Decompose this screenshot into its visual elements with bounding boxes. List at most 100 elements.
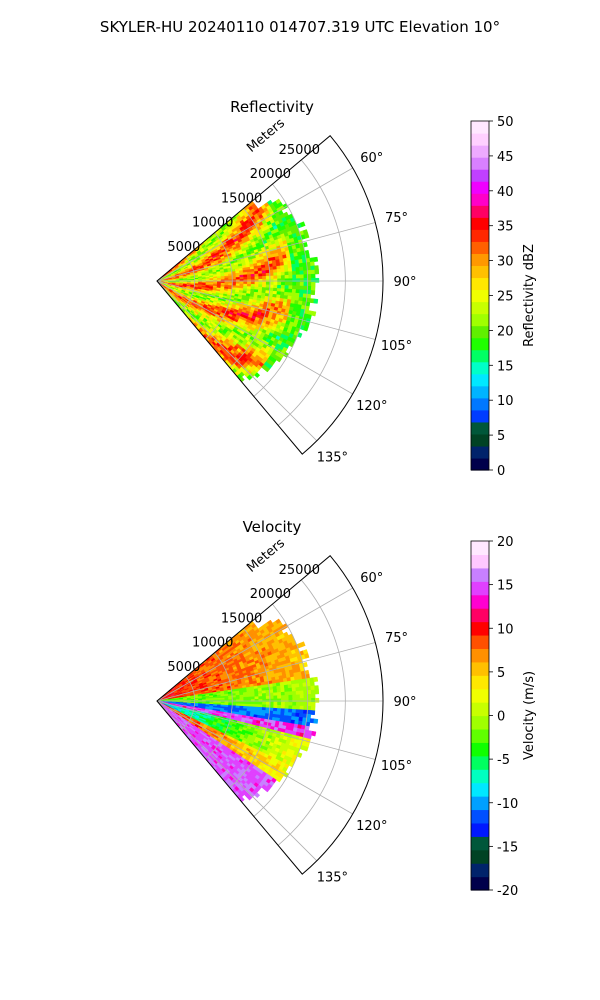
radar-gate xyxy=(291,263,296,269)
radar-gate xyxy=(261,693,267,697)
azimuth-tick-label: 60° xyxy=(360,571,383,586)
radar-gate xyxy=(276,356,282,363)
colorbar-swatch xyxy=(471,567,489,582)
radar-gate xyxy=(284,281,290,286)
radar-gate xyxy=(273,698,278,703)
range-ring xyxy=(229,208,271,368)
range-tick-label: 25000 xyxy=(279,143,320,158)
radar-gate xyxy=(295,267,301,272)
radar-gate xyxy=(216,697,222,701)
radar-gate xyxy=(262,695,267,700)
radar-data-field xyxy=(156,198,320,383)
radar-gate xyxy=(247,701,252,705)
azimuth-tick-label: 75° xyxy=(385,631,408,646)
polar-axes-frame xyxy=(156,135,384,455)
radar-gate xyxy=(254,701,259,705)
radar-gate xyxy=(288,278,293,283)
radar-gate xyxy=(284,268,289,273)
radar-gate xyxy=(299,641,306,648)
polar-grid xyxy=(156,159,383,442)
radar-gate xyxy=(277,704,282,709)
radar-gate xyxy=(310,261,315,267)
radar-gate xyxy=(280,285,286,290)
radar-gate xyxy=(296,278,301,283)
radar-gate xyxy=(299,221,306,228)
radar-gate xyxy=(243,276,248,280)
radar-gate xyxy=(262,698,267,703)
radar-gate xyxy=(288,285,293,290)
colorbar-swatch xyxy=(471,457,489,471)
radar-gate xyxy=(280,695,286,700)
radar-gate xyxy=(269,692,274,697)
radar-gate xyxy=(287,267,293,273)
colorbar-swatch xyxy=(471,445,489,459)
radar-gate xyxy=(310,710,316,716)
colorbar-tick-label: 0 xyxy=(497,710,505,725)
colorbar-swatch xyxy=(471,621,489,636)
radar-gate xyxy=(284,278,290,283)
radar-gate xyxy=(262,275,267,280)
radar-gate xyxy=(310,681,315,687)
radar-gate xyxy=(299,266,304,272)
radar-gate xyxy=(291,687,297,692)
radar-gate xyxy=(310,269,316,275)
colorbar-swatch xyxy=(471,289,489,303)
radar-gate xyxy=(295,292,300,298)
radar-gate xyxy=(280,281,286,286)
radar-gate xyxy=(277,701,282,706)
radar-gate xyxy=(299,694,305,699)
radar-gate xyxy=(295,690,301,696)
radar-gate xyxy=(261,690,267,694)
radar-gate xyxy=(303,278,308,283)
radar-gate xyxy=(311,702,316,707)
range-tick-label: 15000 xyxy=(221,611,262,626)
radar-gate xyxy=(303,702,308,707)
radar-gate xyxy=(307,274,312,279)
radar-gate xyxy=(314,689,320,695)
azimuth-tick-label: 135° xyxy=(317,450,348,465)
radar-gate xyxy=(276,268,282,273)
colorbar-swatch xyxy=(471,253,489,267)
radar-gate xyxy=(311,730,317,737)
colorbar-tick-label: -15 xyxy=(497,840,518,855)
radar-gate xyxy=(258,704,263,708)
range-tick-label: 15000 xyxy=(221,191,262,206)
radar-gate xyxy=(295,705,301,710)
colorbar-swatch xyxy=(471,349,489,363)
radar-gate xyxy=(314,277,320,283)
colorbar-swatch xyxy=(471,337,489,351)
radar-gate xyxy=(292,698,297,703)
radar-gate xyxy=(288,701,293,706)
colorbar-swatch xyxy=(471,715,489,730)
radar-gate xyxy=(280,701,286,706)
radar-gate xyxy=(310,689,316,695)
radar-gate xyxy=(287,687,293,693)
radar-gate xyxy=(295,263,300,268)
radar-gate xyxy=(269,275,274,280)
radar-gate xyxy=(269,704,274,709)
radar-gate xyxy=(291,712,297,718)
radar-gate xyxy=(284,285,290,290)
radar-gate xyxy=(276,692,282,696)
radar-gate xyxy=(264,366,271,373)
radar-gate xyxy=(265,272,271,277)
radar-gate xyxy=(280,268,286,273)
radar-gate xyxy=(310,290,316,296)
radar-gate xyxy=(288,694,293,699)
radar-gate xyxy=(276,288,282,293)
radar-gate xyxy=(273,701,278,706)
radar-gate xyxy=(243,696,248,700)
radar-gate xyxy=(258,273,263,277)
radar-gate xyxy=(265,695,271,700)
radar-gate xyxy=(292,271,297,276)
radar-gate xyxy=(280,688,286,693)
radar-gate xyxy=(224,697,229,701)
reflectivity-panel: Reflectivity60°75°90°105°120°135°5000100… xyxy=(156,98,537,479)
radar-gate xyxy=(273,281,278,286)
radar-gate xyxy=(276,265,281,270)
radar-gate xyxy=(269,278,275,283)
radar-gate xyxy=(296,281,301,287)
range-tick-label: 25000 xyxy=(279,563,320,578)
